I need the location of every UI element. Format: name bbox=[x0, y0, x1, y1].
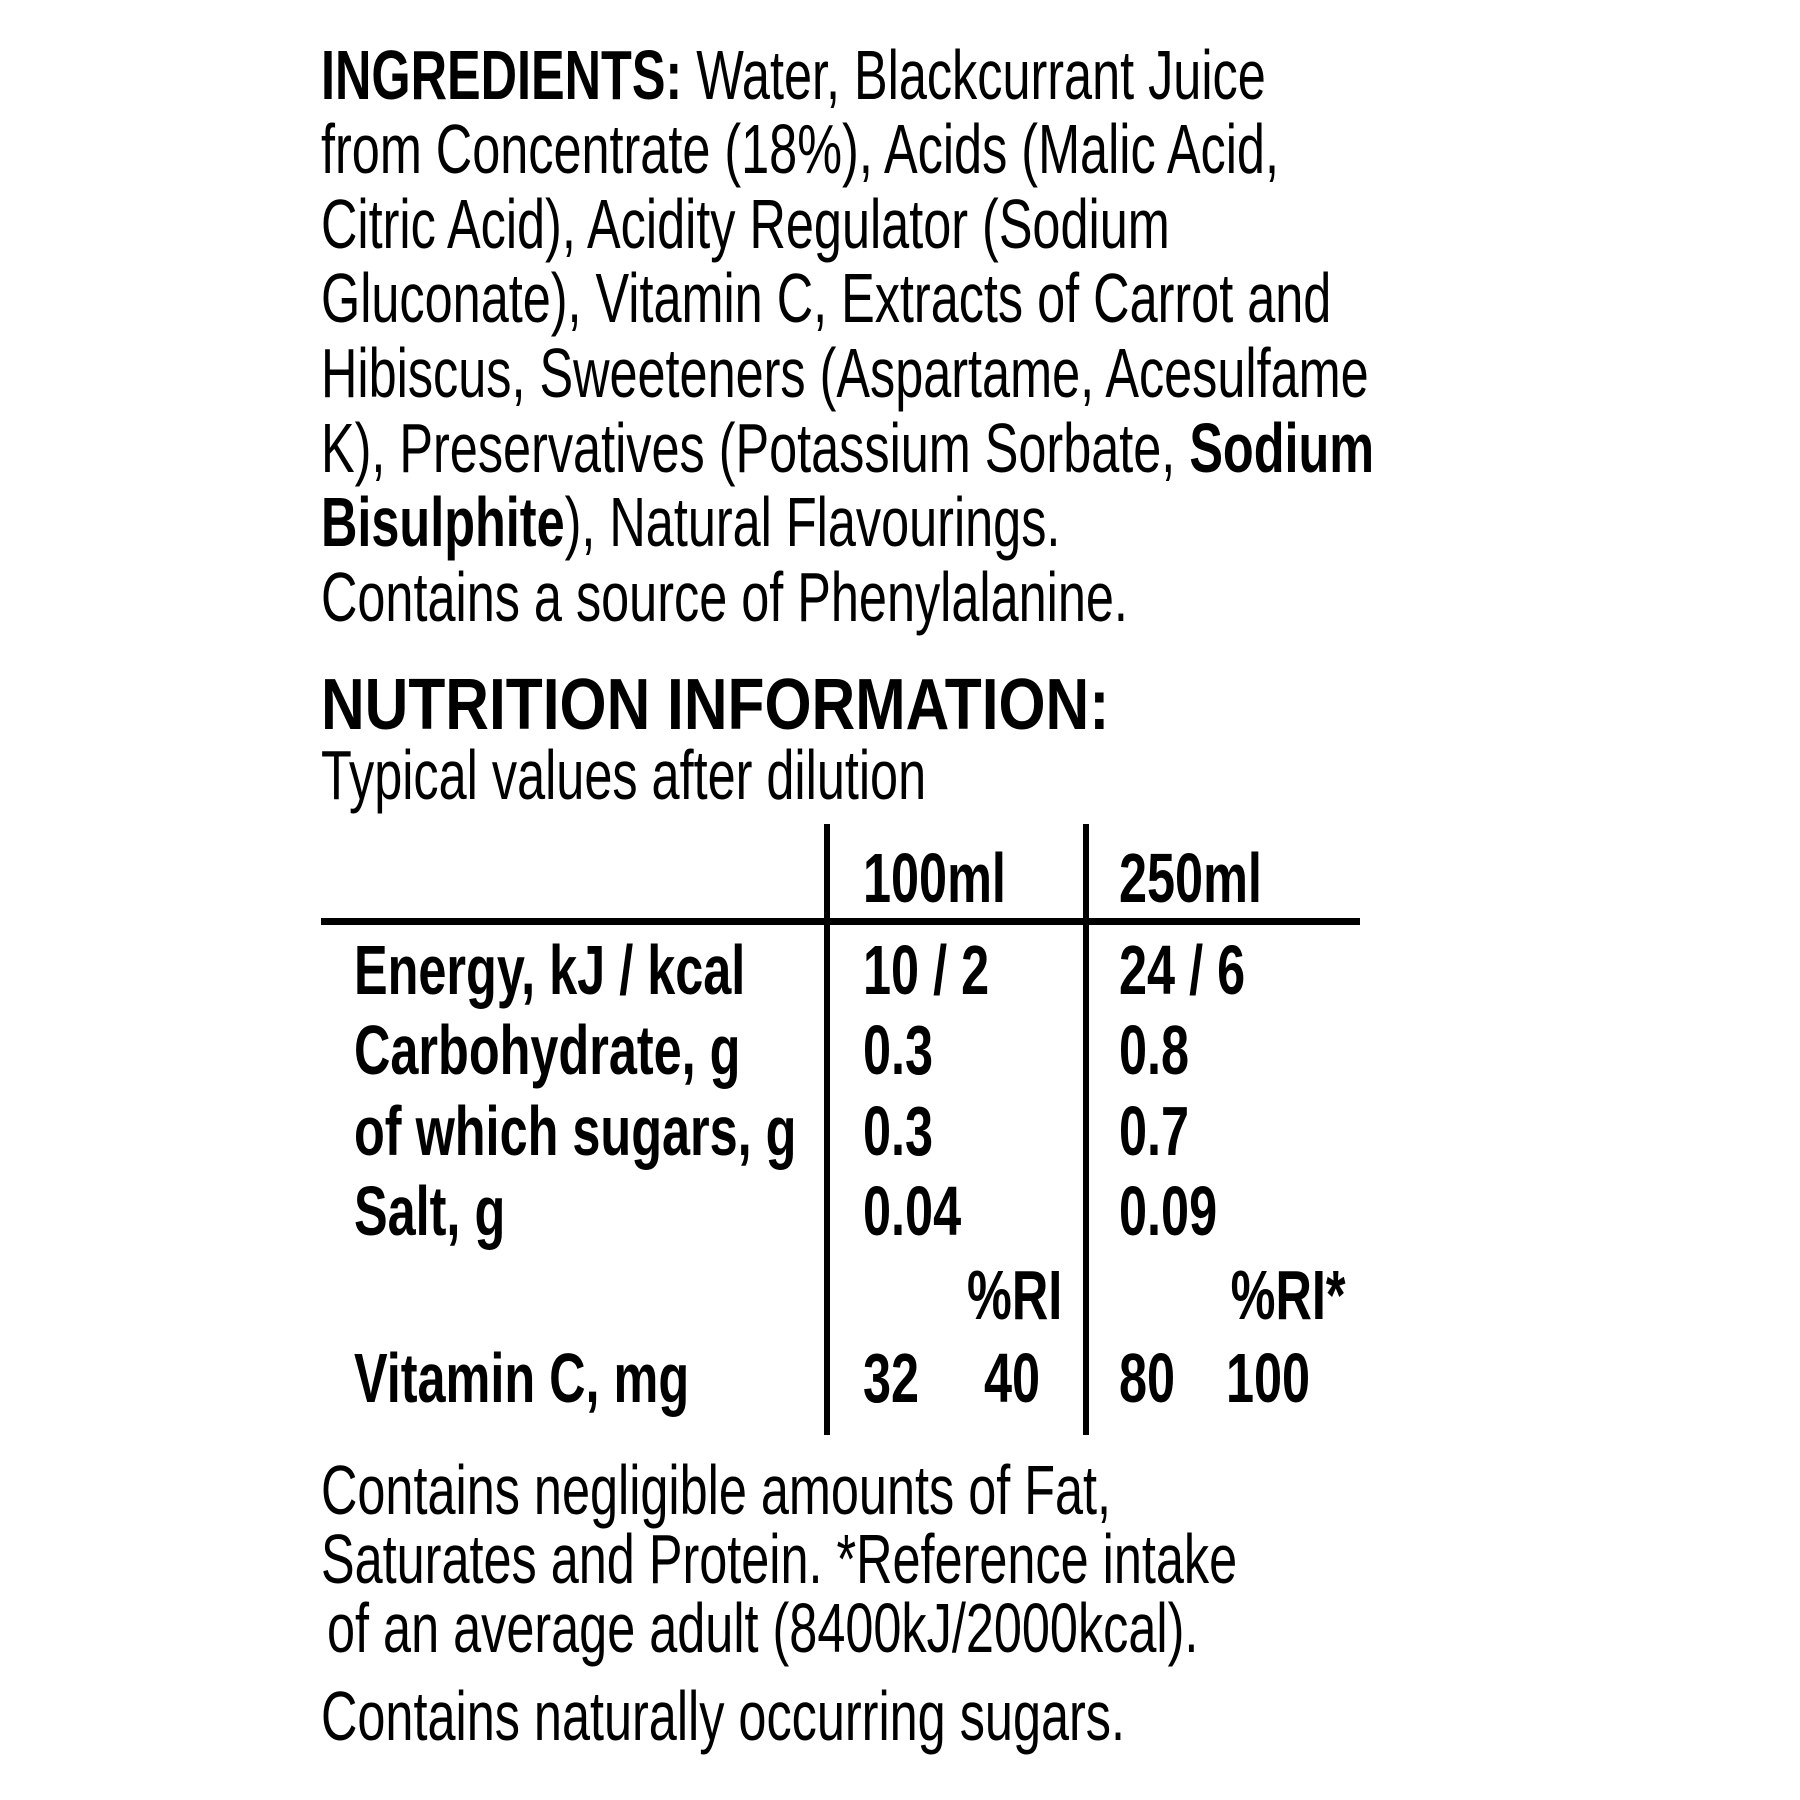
value-100ml: 0.3 bbox=[863, 1092, 934, 1170]
value-250ml: 0.09 bbox=[1119, 1172, 1218, 1250]
ri-100ml: 40 bbox=[984, 1339, 1041, 1417]
column-header-100ml: 100ml bbox=[863, 839, 1006, 917]
footer-line: Saturates and Protein. *Reference intake bbox=[321, 1520, 1238, 1598]
ingredients-line: Bisulphite), Natural Flavourings. bbox=[321, 483, 1061, 561]
ri-header-100ml: %RI bbox=[966, 1256, 1062, 1334]
ri-header-250ml: %RI* bbox=[1230, 1256, 1345, 1334]
value-100ml: 32 bbox=[863, 1339, 920, 1417]
ingredients-heading: INGREDIENTS: bbox=[321, 36, 683, 114]
value-100ml: 0.3 bbox=[863, 1011, 934, 1089]
ingredients-line: INGREDIENTS: Water, Blackcurrant Juice bbox=[321, 36, 1266, 114]
row-label: Carbohydrate, g bbox=[354, 1011, 741, 1089]
ri-250ml: 100 bbox=[1226, 1339, 1311, 1417]
table-divider bbox=[824, 824, 830, 1435]
table-header-rule bbox=[321, 918, 1360, 925]
ingredients-line: from Concentrate (18%), Acids (Malic Aci… bbox=[321, 110, 1279, 188]
nutrition-heading: NUTRITION INFORMATION: bbox=[321, 665, 1110, 745]
column-header-250ml: 250ml bbox=[1119, 839, 1262, 917]
value-250ml: 24 / 6 bbox=[1119, 931, 1246, 1009]
table-divider bbox=[1083, 824, 1089, 1435]
row-label: of which sugars, g bbox=[354, 1092, 797, 1170]
nutrition-subtitle: Typical values after dilution bbox=[321, 736, 927, 814]
ingredients-line: Hibiscus, Sweeteners (Aspartame, Acesulf… bbox=[321, 334, 1369, 412]
ingredients-line: K), Preservatives (Potassium Sorbate, So… bbox=[321, 409, 1375, 487]
value-250ml: 0.7 bbox=[1119, 1092, 1190, 1170]
row-label: Energy, kJ / kcal bbox=[354, 931, 746, 1009]
value-250ml: 80 bbox=[1119, 1339, 1176, 1417]
row-label: Salt, g bbox=[354, 1172, 506, 1250]
allergen-highlight: Sodium bbox=[1189, 409, 1375, 487]
value-100ml: 10 / 2 bbox=[863, 931, 990, 1009]
allergen-highlight: Bisulphite bbox=[321, 483, 565, 561]
ingredients-line: Citric Acid), Acidity Regulator (Sodium bbox=[321, 185, 1170, 263]
ingredients-line: Gluconate), Vitamin C, Extracts of Carro… bbox=[321, 259, 1332, 337]
value-250ml: 0.8 bbox=[1119, 1011, 1190, 1089]
sugars-note: Contains naturally occurring sugars. bbox=[321, 1677, 1125, 1755]
phenylalanine-note: Contains a source of Phenylalanine. bbox=[321, 558, 1128, 636]
value-100ml: 0.04 bbox=[863, 1172, 962, 1250]
footer-line: of an average adult (8400kJ/2000kcal). bbox=[327, 1589, 1199, 1667]
row-label: Vitamin C, mg bbox=[354, 1339, 690, 1417]
footer-line: Contains negligible amounts of Fat, bbox=[321, 1451, 1112, 1529]
